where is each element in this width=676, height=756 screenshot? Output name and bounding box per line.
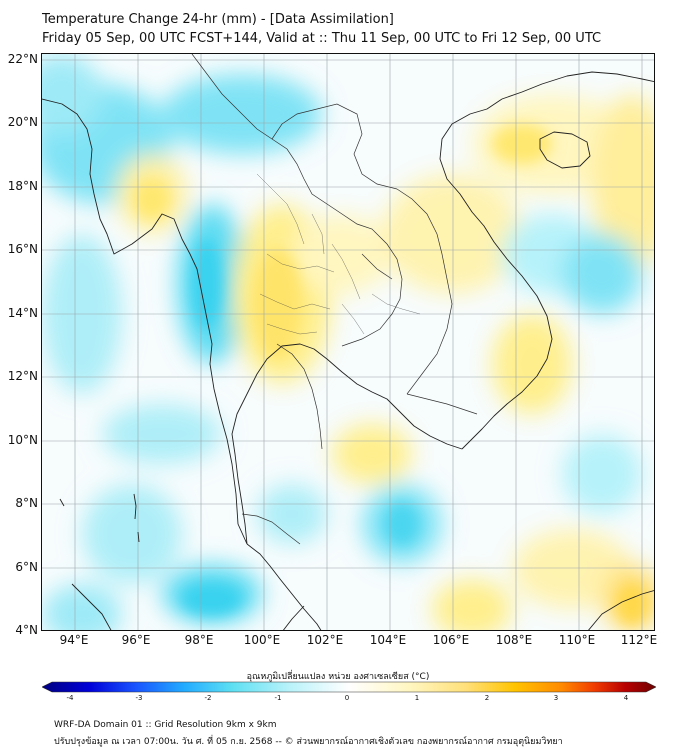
temperature-field-map (42, 54, 654, 630)
chart-title: Temperature Change 24-hr (mm) - [Data As… (42, 12, 394, 27)
colorbar-bar (42, 681, 656, 693)
colorbar-tick: -2 (204, 694, 212, 702)
colorbar-tick: 2 (484, 694, 490, 702)
colorbar-tick: 4 (623, 694, 629, 702)
lon-label: 110°E (558, 633, 596, 647)
lon-label: 112°E (620, 633, 658, 647)
country-borders (191, 54, 478, 545)
lat-label: 4°N (15, 623, 38, 637)
lat-label: 12°N (7, 369, 38, 383)
lat-label: 20°N (7, 115, 38, 129)
footer-credit: ปรับปรุงข้อมูล ณ เวลา 07:00น. วัน ศ. ที่… (54, 737, 563, 747)
lon-label: 104°E (369, 633, 407, 647)
graticule (42, 54, 654, 630)
lat-label: 10°N (7, 433, 38, 447)
lon-label: 108°E (495, 633, 533, 647)
colorbar (42, 681, 656, 693)
lat-label: 6°N (15, 560, 38, 574)
coastlines (42, 71, 654, 630)
lat-label: 8°N (15, 496, 38, 510)
colorbar-tick: -1 (274, 694, 282, 702)
lat-label: 18°N (7, 179, 38, 193)
lat-label: 14°N (7, 306, 38, 320)
colorbar-tick: 0 (344, 694, 350, 702)
colorbar-tick: 3 (553, 694, 559, 702)
lon-label: 98°E (184, 633, 214, 647)
colorbar-tick: -3 (135, 694, 143, 702)
colorbar-title: อุณหภูมิเปลี่ยนแปลง หน่วย องศาเซลเซียส (… (246, 672, 430, 682)
lon-label: 106°E (432, 633, 470, 647)
lon-label: 96°E (121, 633, 151, 647)
province-lines (256, 173, 421, 335)
temperature-field-detail (134, 124, 647, 624)
footer-model-info: WRF-DA Domain 01 :: Grid Resolution 9km … (54, 720, 277, 730)
lon-label: 100°E (243, 633, 281, 647)
lat-label: 22°N (7, 52, 38, 66)
lat-label: 16°N (7, 242, 38, 256)
lon-label: 94°E (59, 633, 89, 647)
chart-subtitle: Friday 05 Sep, 00 UTC FCST+144, Valid at… (42, 31, 602, 46)
map-panel (41, 53, 655, 631)
temperature-field (42, 54, 654, 630)
colorbar-tick: 1 (414, 694, 420, 702)
colorbar-tick: -4 (66, 694, 74, 702)
lon-label: 102°E (306, 633, 344, 647)
